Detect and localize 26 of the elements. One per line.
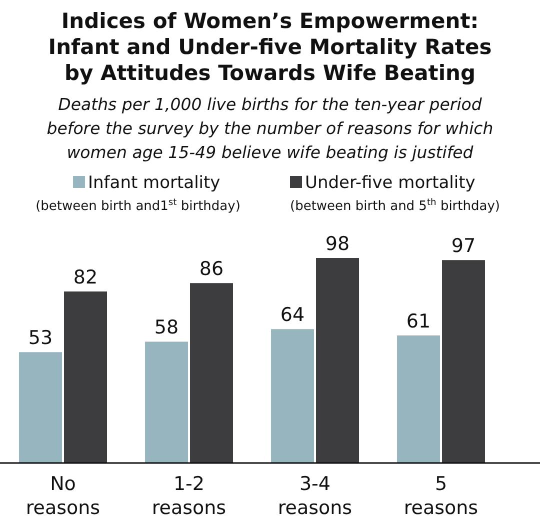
bar <box>316 258 359 463</box>
bar <box>64 291 107 463</box>
data-label: 97 <box>451 235 476 258</box>
legend-label: Under-five mortality <box>305 173 476 193</box>
bar <box>442 260 485 463</box>
data-label: 58 <box>154 316 179 339</box>
bar <box>271 329 314 463</box>
x-tick-label: 1-2 reasons <box>152 473 226 519</box>
legend-label: Infant mortality <box>88 173 220 193</box>
bar <box>145 342 188 463</box>
bar <box>190 283 233 463</box>
chart-title: Indices of Women’s Empowerment: Infant and Under-five Mortality Rates by Attitudes Towards Wife Beating <box>48 9 492 85</box>
x-tick-label: 3-4 reasons <box>278 473 352 519</box>
bar <box>397 335 440 463</box>
x-tick-label: 5 reasons <box>404 473 478 519</box>
data-label: 64 <box>280 304 305 326</box>
bar <box>19 352 62 463</box>
data-label: 61 <box>406 310 431 332</box>
data-label: 98 <box>325 233 350 255</box>
chart-subtitle: Deaths per 1,000 live births for the ten-year period before the survey by the number of reasons for which women age 15-49 believe wife beating is justifed <box>46 95 494 162</box>
data-label: 53 <box>28 327 53 350</box>
text: (between birth and 5$^{th}$ birthday) <box>290 198 500 214</box>
text: (between birth and1$^{st}$ birthday) <box>36 198 240 214</box>
data-label: 86 <box>199 258 224 280</box>
data-label: 82 <box>73 266 98 288</box>
x-tick-label: No reasons <box>26 473 100 519</box>
